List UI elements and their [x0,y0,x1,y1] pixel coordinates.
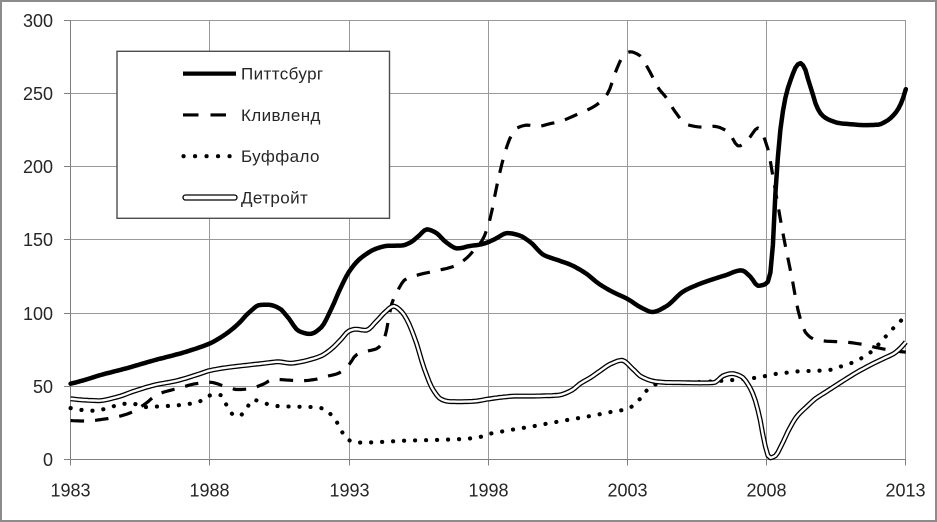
svg-text:Буффало: Буффало [241,147,320,166]
svg-text:2013: 2013 [885,481,925,501]
svg-text:200: 200 [23,157,53,177]
svg-text:1983: 1983 [50,481,90,501]
svg-text:1998: 1998 [468,481,508,501]
svg-text:0: 0 [43,450,53,470]
svg-text:2003: 2003 [607,481,647,501]
svg-text:Питтсбург: Питтсбург [241,65,324,84]
svg-text:50: 50 [33,377,53,397]
svg-text:250: 250 [23,84,53,104]
svg-text:150: 150 [23,230,53,250]
svg-text:Кливленд: Кливленд [241,106,321,125]
svg-text:2008: 2008 [746,481,786,501]
svg-text:300: 300 [23,11,53,31]
svg-text:Детройт: Детройт [241,189,308,208]
svg-text:1988: 1988 [189,481,229,501]
svg-text:100: 100 [23,304,53,324]
svg-text:1993: 1993 [329,481,369,501]
